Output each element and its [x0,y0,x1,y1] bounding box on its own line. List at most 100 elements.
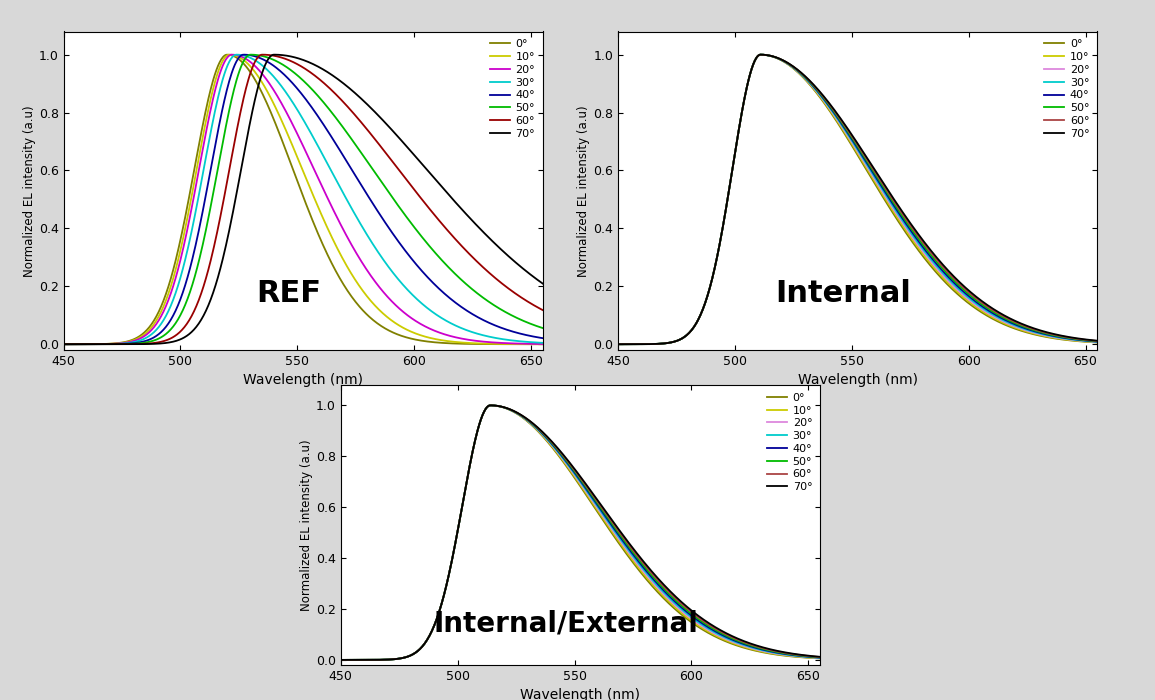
50° [735,112,748,120]
Line: 10°: 10° [341,405,820,660]
20° [617,542,631,550]
10° [1090,338,1104,346]
60° [735,112,748,120]
40° [813,653,827,662]
10° [418,638,432,647]
60° [551,445,565,454]
10° [813,654,827,662]
70° [695,615,709,623]
40° [611,340,625,349]
40° [180,276,194,284]
Line: 0°: 0° [341,405,820,660]
10° [223,50,237,59]
10° [655,590,669,598]
Line: 0°: 0° [64,55,543,344]
Line: 50°: 50° [341,405,820,660]
20° [695,622,709,631]
50° [813,653,827,662]
10° [536,340,550,349]
20° [180,228,194,237]
30° [180,249,194,258]
70° [274,51,288,60]
70° [695,305,709,314]
0° [551,451,565,459]
30° [932,265,946,273]
40° [57,340,70,349]
60° [754,50,768,59]
50° [57,340,70,349]
0° [180,205,194,214]
40° [237,50,251,59]
0° [457,492,471,500]
20° [735,112,748,120]
30° [655,586,669,594]
10° [484,401,498,410]
40° [457,492,471,500]
30° [334,656,348,664]
50° [180,297,194,305]
20° [378,289,392,298]
30° [611,340,625,349]
0° [274,134,288,142]
40° [617,538,631,547]
70° [141,340,155,348]
Line: 50°: 50° [64,55,543,344]
70° [180,332,194,340]
0° [418,638,432,647]
40° [334,656,348,664]
10° [418,332,432,341]
30° [828,112,842,120]
50° [894,210,908,218]
0° [334,656,348,664]
Line: 30°: 30° [618,55,1097,344]
40° [141,336,155,344]
40° [418,270,432,279]
10° [695,624,709,632]
30° [973,302,986,310]
60° [180,320,194,328]
60° [340,102,353,110]
40° [655,584,669,592]
50° [655,582,669,591]
Line: 30°: 30° [64,55,543,344]
10° [141,327,155,335]
30° [141,332,155,341]
Line: 70°: 70° [64,55,543,344]
50° [695,617,709,626]
20° [274,99,288,107]
Y-axis label: Normalized EL intensity (a.u): Normalized EL intensity (a.u) [300,439,313,611]
Line: 20°: 20° [618,55,1097,344]
40° [754,50,768,59]
10° [973,305,986,314]
40° [551,447,565,456]
Line: 70°: 70° [618,55,1097,344]
40° [932,262,946,271]
50° [695,305,709,314]
40° [695,620,709,628]
40° [695,305,709,314]
70° [378,118,392,126]
Line: 40°: 40° [618,55,1097,344]
60° [256,50,270,59]
Y-axis label: Normalized EL intensity (a.u): Normalized EL intensity (a.u) [23,105,36,276]
70° [418,164,432,172]
60° [1090,337,1104,345]
0° [735,112,748,120]
Line: 20°: 20° [64,55,543,344]
70° [484,401,498,410]
30° [484,401,498,410]
40° [1090,337,1104,346]
0° [617,546,631,554]
0° [378,324,392,332]
50° [378,182,392,190]
10° [340,262,353,270]
Y-axis label: Normalized EL intensity (a.u): Normalized EL intensity (a.u) [578,105,590,276]
50° [551,447,565,455]
30° [274,82,288,90]
10° [735,112,748,120]
Line: 10°: 10° [64,55,543,344]
20° [418,638,432,647]
50° [244,50,258,59]
60° [457,492,471,500]
10° [274,116,288,124]
